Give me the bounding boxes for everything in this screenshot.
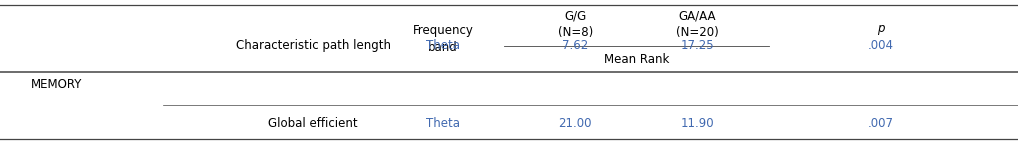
- Text: p: p: [876, 22, 885, 35]
- Text: Characteristic path length: Characteristic path length: [235, 39, 391, 52]
- Text: GA/AA
(N=20): GA/AA (N=20): [676, 9, 719, 39]
- Text: Frequency
band: Frequency band: [412, 24, 473, 54]
- Text: .007: .007: [867, 117, 894, 130]
- Text: Theta: Theta: [426, 117, 460, 130]
- Text: Mean Rank: Mean Rank: [604, 53, 669, 66]
- Text: 7.62: 7.62: [562, 39, 588, 52]
- Text: 21.00: 21.00: [559, 117, 591, 130]
- Text: Theta: Theta: [426, 39, 460, 52]
- Text: 11.90: 11.90: [680, 117, 715, 130]
- Text: .004: .004: [867, 39, 894, 52]
- Text: Global efficient: Global efficient: [268, 117, 358, 130]
- Text: MEMORY: MEMORY: [31, 78, 81, 91]
- Text: 17.25: 17.25: [680, 39, 715, 52]
- Text: G/G
(N=8): G/G (N=8): [558, 9, 592, 39]
